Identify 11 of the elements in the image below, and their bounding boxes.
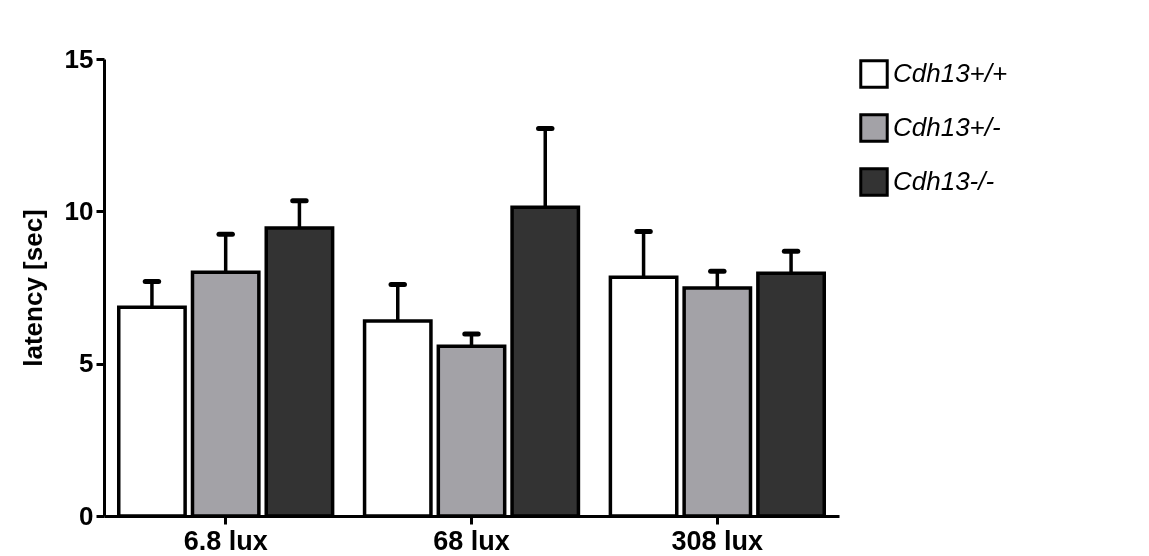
y-tick-label: 15 [64, 43, 94, 74]
x-tick-label: 308 lux [671, 525, 764, 556]
legend-label: Cdh13+/- [893, 112, 1002, 142]
y-tick-label: 10 [64, 195, 94, 226]
legend-label: Cdh13-/- [893, 166, 995, 196]
y-tick-label: 5 [79, 348, 94, 379]
x-tick-label: 6.8 lux [183, 525, 268, 556]
x-tick-label: 68 lux [433, 525, 510, 556]
legend-label: Cdh13+/+ [893, 58, 1008, 88]
y-axis-title: latency [sec] [17, 209, 48, 367]
y-tick-label: 0 [79, 500, 94, 531]
